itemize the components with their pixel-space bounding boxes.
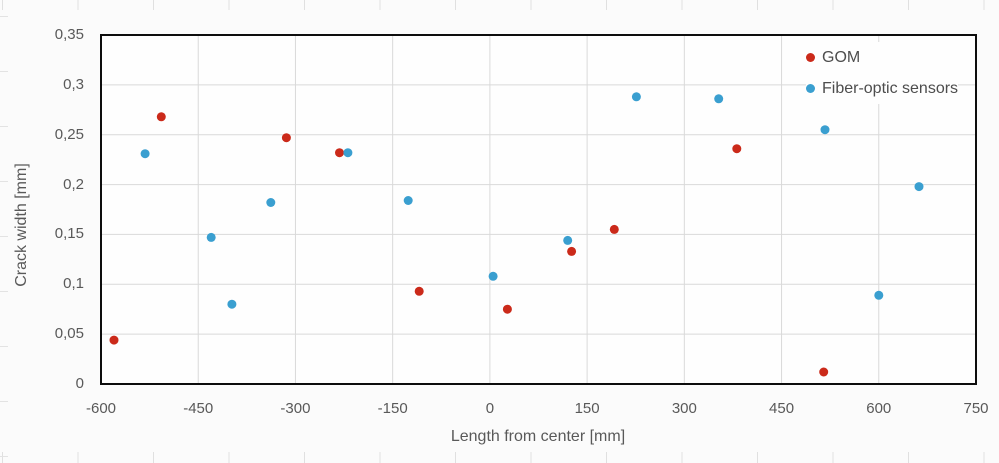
x-tick-label: 450 — [769, 400, 795, 417]
y-tick-label: 0,05 — [54, 325, 84, 343]
data-point-fiber-optic — [206, 232, 216, 242]
data-point-fiber-optic — [227, 299, 237, 309]
legend-label-fiber-optic: Fiber-optic sensors — [822, 79, 959, 97]
y-tick-label: 0,25 — [54, 125, 84, 143]
y-tick-label: 0,3 — [63, 75, 84, 93]
data-point-gom — [819, 367, 829, 377]
legend-label-gom: GOM — [822, 48, 861, 66]
data-point-fiber-optic — [403, 196, 413, 205]
y-tick-label: 0,2 — [63, 175, 84, 193]
data-point-gom — [156, 112, 166, 122]
data-point-fiber-optic — [563, 235, 573, 245]
y-tick-label: 0 — [75, 375, 84, 392]
data-point-fiber-optic — [266, 198, 276, 207]
legend-item-fiber-optic: Fiber-optic sensors — [806, 73, 958, 104]
x-tick-label: 150 — [574, 400, 600, 417]
data-point-fiber-optic — [914, 182, 924, 192]
x-tick-label: -450 — [183, 400, 214, 417]
x-tick-label: -600 — [85, 400, 117, 417]
data-point-gom — [732, 144, 742, 154]
x-tick-label: 750 — [963, 400, 989, 417]
data-point-gom — [109, 335, 119, 345]
data-point-gom — [609, 224, 619, 234]
data-point-fiber-optic — [820, 125, 830, 135]
x-tick-label: -300 — [280, 400, 311, 417]
fiber-optic-marker-icon — [806, 84, 815, 93]
data-point-fiber-optic — [874, 290, 884, 300]
y-tick-label: 0,35 — [54, 26, 84, 43]
x-axis-title: Length from center [mm] — [450, 428, 626, 445]
y-tick-label: 0,15 — [54, 225, 84, 243]
data-point-fiber-optic — [343, 148, 353, 158]
legend-item-gom: GOM — [806, 42, 958, 73]
x-tick-label: 0 — [485, 400, 495, 417]
y-tick-label: 0,1 — [63, 275, 84, 293]
y-axis-title: Crack width [mm] — [13, 163, 30, 287]
data-point-fiber-optic — [488, 271, 498, 281]
data-point-fiber-optic — [140, 149, 150, 159]
x-tick-label: 300 — [671, 400, 697, 417]
x-tick-label: 600 — [866, 400, 892, 417]
x-tick-label: -150 — [377, 400, 408, 417]
data-point-gom — [502, 304, 512, 314]
legend: GOM Fiber-optic sensors — [806, 42, 959, 104]
data-point-gom — [567, 246, 577, 256]
data-point-fiber-optic — [631, 92, 641, 102]
gom-marker-icon — [806, 53, 815, 62]
data-point-gom — [335, 148, 344, 158]
data-point-gom — [281, 133, 291, 143]
data-point-gom — [414, 286, 424, 296]
data-point-fiber-optic — [714, 94, 724, 104]
